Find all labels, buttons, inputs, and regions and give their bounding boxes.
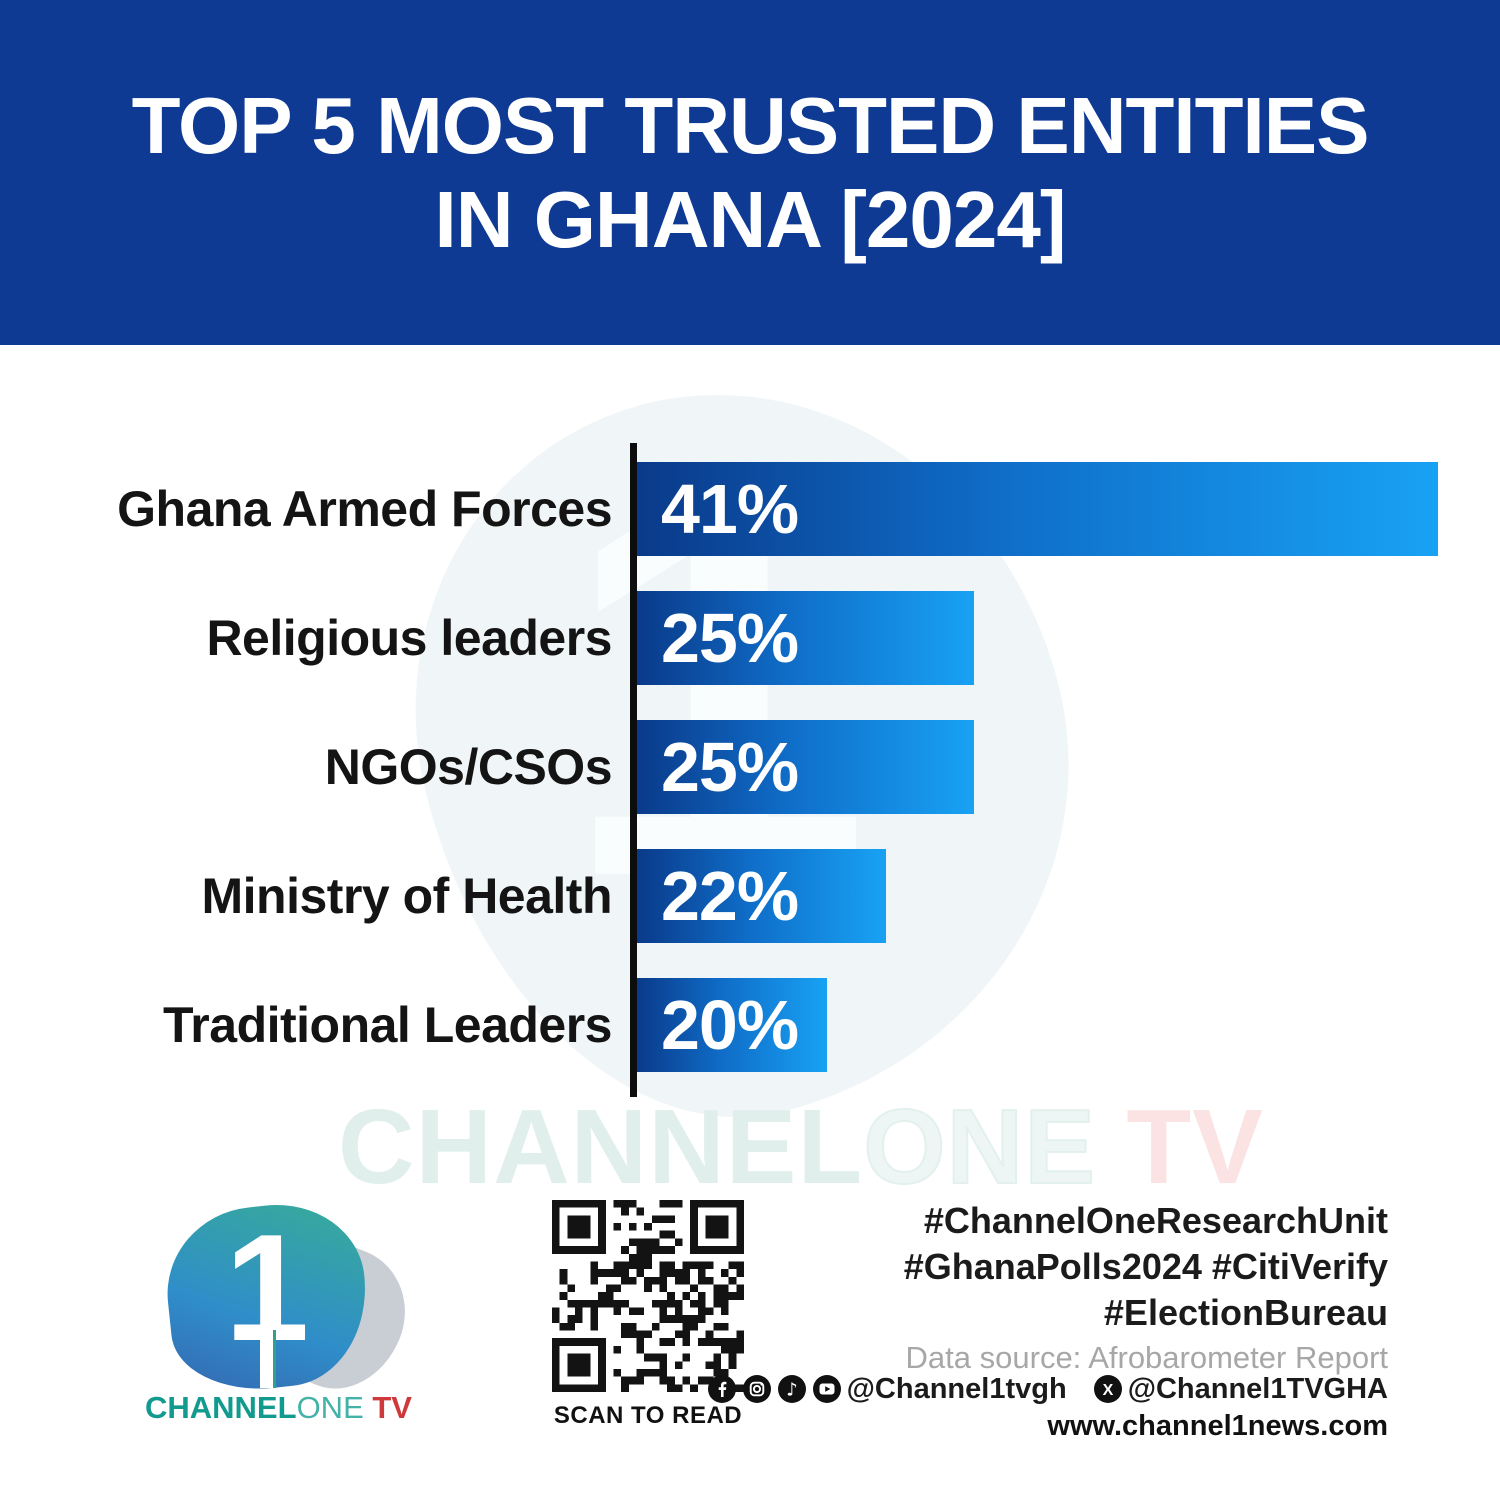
logo-wordmark: CHANNELONE TV <box>145 1392 412 1423</box>
hashtag-line: #GhanaPolls2024 #CitiVerify <box>903 1246 1388 1287</box>
category-label: Religious leaders <box>206 610 612 666</box>
social-handle-1: @Channel1tvgh <box>846 1372 1067 1405</box>
logo-wordmark-one: ONE <box>296 1390 364 1425</box>
value-label: 41% <box>661 470 799 548</box>
watermark-wordmark: CHANNELONE TV <box>338 1093 1264 1201</box>
category-label: NGOs/CSOs <box>324 739 613 795</box>
svg-text:X: X <box>1102 1382 1113 1399</box>
value-label: 25% <box>661 599 799 677</box>
social-row: ♪ @Channel1tvgh X @Channel1TVGHA <box>707 1372 1388 1406</box>
watermark-one: ONE <box>862 1088 1096 1206</box>
x-icon: X <box>1093 1374 1123 1404</box>
data-source-text: Data source: Afrobarometer Report <box>905 1340 1388 1375</box>
logo-wordmark-channel: CHANNEL <box>145 1390 297 1425</box>
hashtags-block: #ChannelOneResearchUnit #GhanaPolls2024 #… <box>904 1198 1388 1336</box>
page-title-line2: IN GHANA [2024] <box>434 174 1066 264</box>
qr-code <box>552 1200 744 1392</box>
page-title-line1: TOP 5 MOST TRUSTED ENTITIES <box>131 80 1370 170</box>
hashtag-line: #ChannelOneResearchUnit <box>923 1200 1388 1241</box>
bar: 20% <box>637 978 827 1072</box>
instagram-icon <box>742 1374 772 1404</box>
watermark-tv: TV <box>1095 1088 1264 1206</box>
bar: 22% <box>637 849 886 943</box>
facebook-icon <box>707 1374 737 1404</box>
category-label: Ministry of Health <box>201 868 613 924</box>
qr-caption: SCAN TO READ <box>553 1402 743 1429</box>
watermark-channel: CHANNEL <box>338 1088 864 1206</box>
chart-axis-line <box>630 443 637 1097</box>
bar: 41% <box>637 462 1438 556</box>
value-label: 25% <box>661 728 799 806</box>
value-label: 20% <box>661 986 799 1064</box>
social-handle-2: @Channel1TVGHA <box>1127 1372 1388 1405</box>
value-label: 22% <box>661 857 799 935</box>
bar: 25% <box>637 720 974 814</box>
website-url: www.channel1news.com <box>1047 1410 1388 1442</box>
category-label: Ghana Armed Forces <box>117 481 612 537</box>
hashtag-line: #ElectionBureau <box>1103 1292 1388 1333</box>
svg-text:♪: ♪ <box>786 1380 798 1401</box>
bar: 25% <box>637 591 974 685</box>
logo-wordmark-tv: TV <box>363 1390 412 1425</box>
category-label: Traditional Leaders <box>163 997 612 1053</box>
tiktok-icon: ♪ <box>777 1374 807 1404</box>
header-banner: TOP 5 MOST TRUSTED ENTITIES IN GHANA [20… <box>0 0 1500 345</box>
youtube-icon <box>812 1374 842 1404</box>
logo-digit-stem <box>260 1330 276 1388</box>
